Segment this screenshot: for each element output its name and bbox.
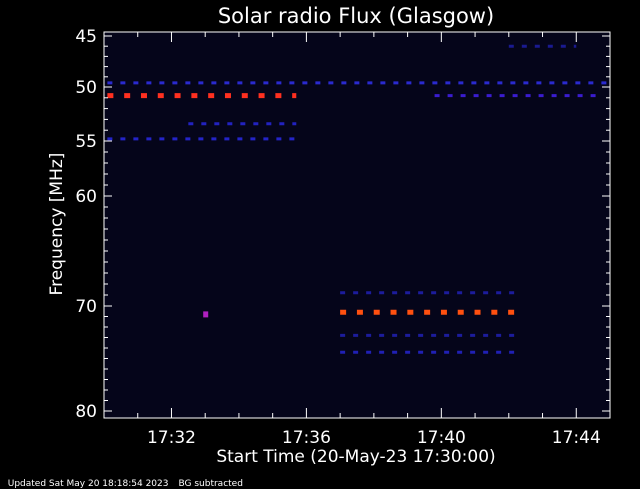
spectrogram-point-0 (203, 311, 209, 318)
y-tick-label-2: 55 (75, 132, 97, 152)
plot-frame (103, 31, 611, 419)
updated-timestamp: Updated Sat May 20 18:18:54 2023 (7, 479, 169, 489)
y-tick-label-4: 70 (75, 297, 97, 317)
spectrogram-bands (107, 44, 610, 354)
x-axis: 17:32 17:36 17:40 17:44 (137, 32, 601, 448)
x-tick-label-3: 17:44 (552, 428, 601, 448)
x-axis-label: Start Time (20-May-23 17:30:00) (216, 447, 495, 467)
plot-area (104, 32, 610, 418)
y-tick-label-0: 45 (75, 27, 97, 47)
footer: Updated Sat May 20 18:18:54 2023 BG subtr… (2, 469, 253, 489)
x-tick-label-2: 17:40 (417, 428, 466, 448)
x-tick-label-0: 17:32 (147, 428, 196, 448)
y-axis-label: Frequency [MHz] (47, 153, 67, 296)
y-tick-label-3: 60 (75, 187, 97, 207)
y-tick-label-5: 80 (75, 402, 97, 422)
bg-subtracted-note: BG subtracted (178, 479, 243, 489)
chart-title: Solar radio Flux (Glasgow) (218, 4, 494, 28)
y-tick-label-1: 50 (75, 78, 97, 98)
y-axis: 45 50 55 60 70 80 (75, 27, 610, 422)
x-tick-label-1: 17:36 (282, 428, 331, 448)
spectrogram-points (203, 311, 209, 318)
